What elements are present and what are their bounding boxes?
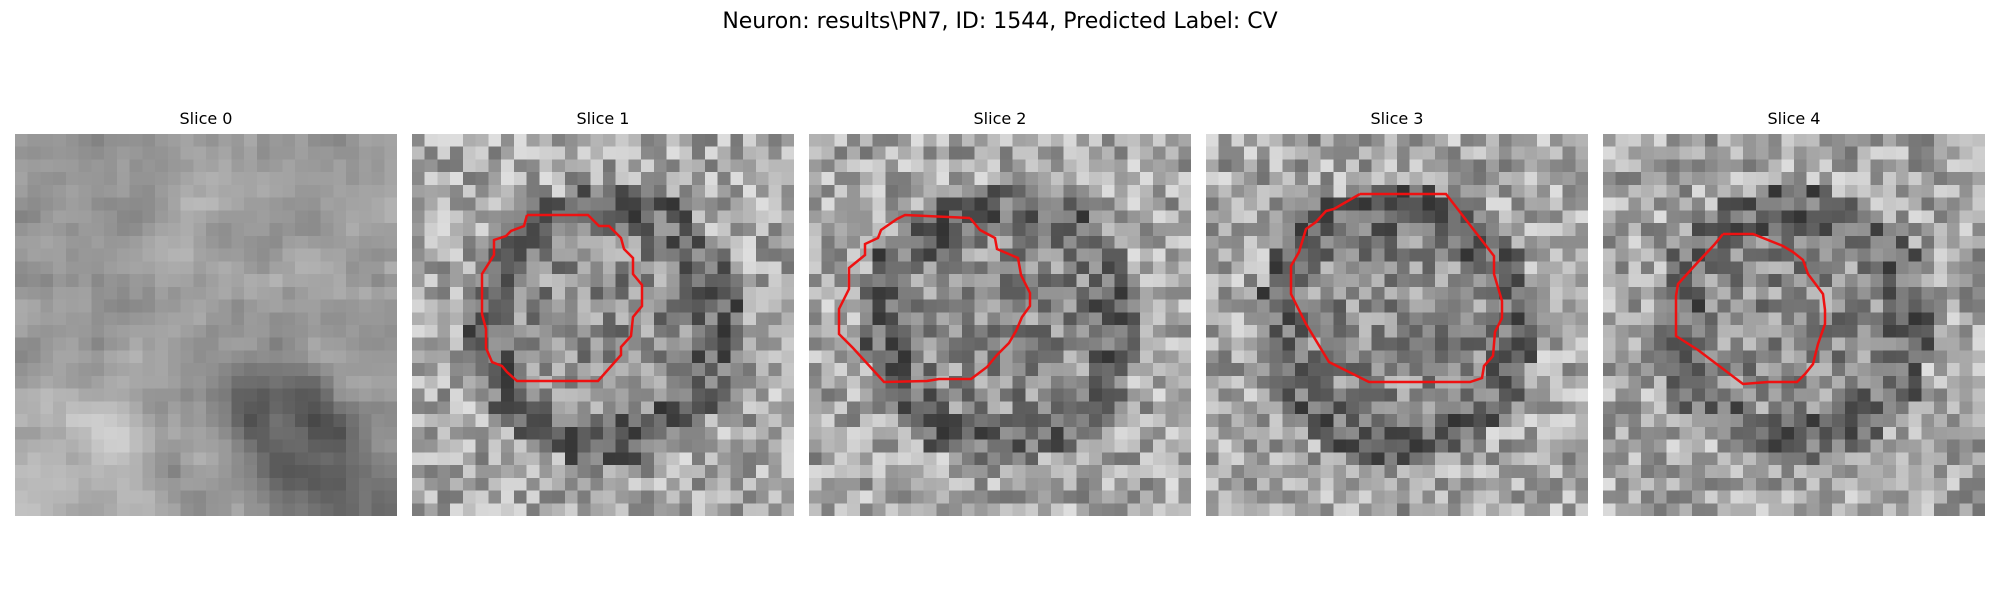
slice-title: Slice 1 (576, 109, 630, 128)
slice-title: Slice 2 (973, 109, 1027, 128)
contour-outline (1289, 192, 1504, 384)
slice-title: Slice 4 (1767, 109, 1821, 128)
slice-image (1603, 134, 1985, 516)
slice-title: Slice 0 (179, 109, 233, 128)
contour-overlay (1289, 192, 1504, 384)
slice-image (412, 134, 794, 516)
slice-image (1206, 134, 1588, 516)
contour-outline (480, 213, 644, 383)
contour-overlay (1674, 232, 1827, 386)
slice-image (809, 134, 1191, 516)
contour-outline (837, 213, 1032, 384)
contour-overlay (480, 213, 644, 383)
contour-outline (1674, 232, 1827, 386)
slice-title: Slice 3 (1370, 109, 1424, 128)
figure-title: Neuron: results\PN7, ID: 1544, Predicted… (722, 9, 1278, 34)
contour-overlay (837, 213, 1032, 384)
slice-image (15, 134, 397, 516)
